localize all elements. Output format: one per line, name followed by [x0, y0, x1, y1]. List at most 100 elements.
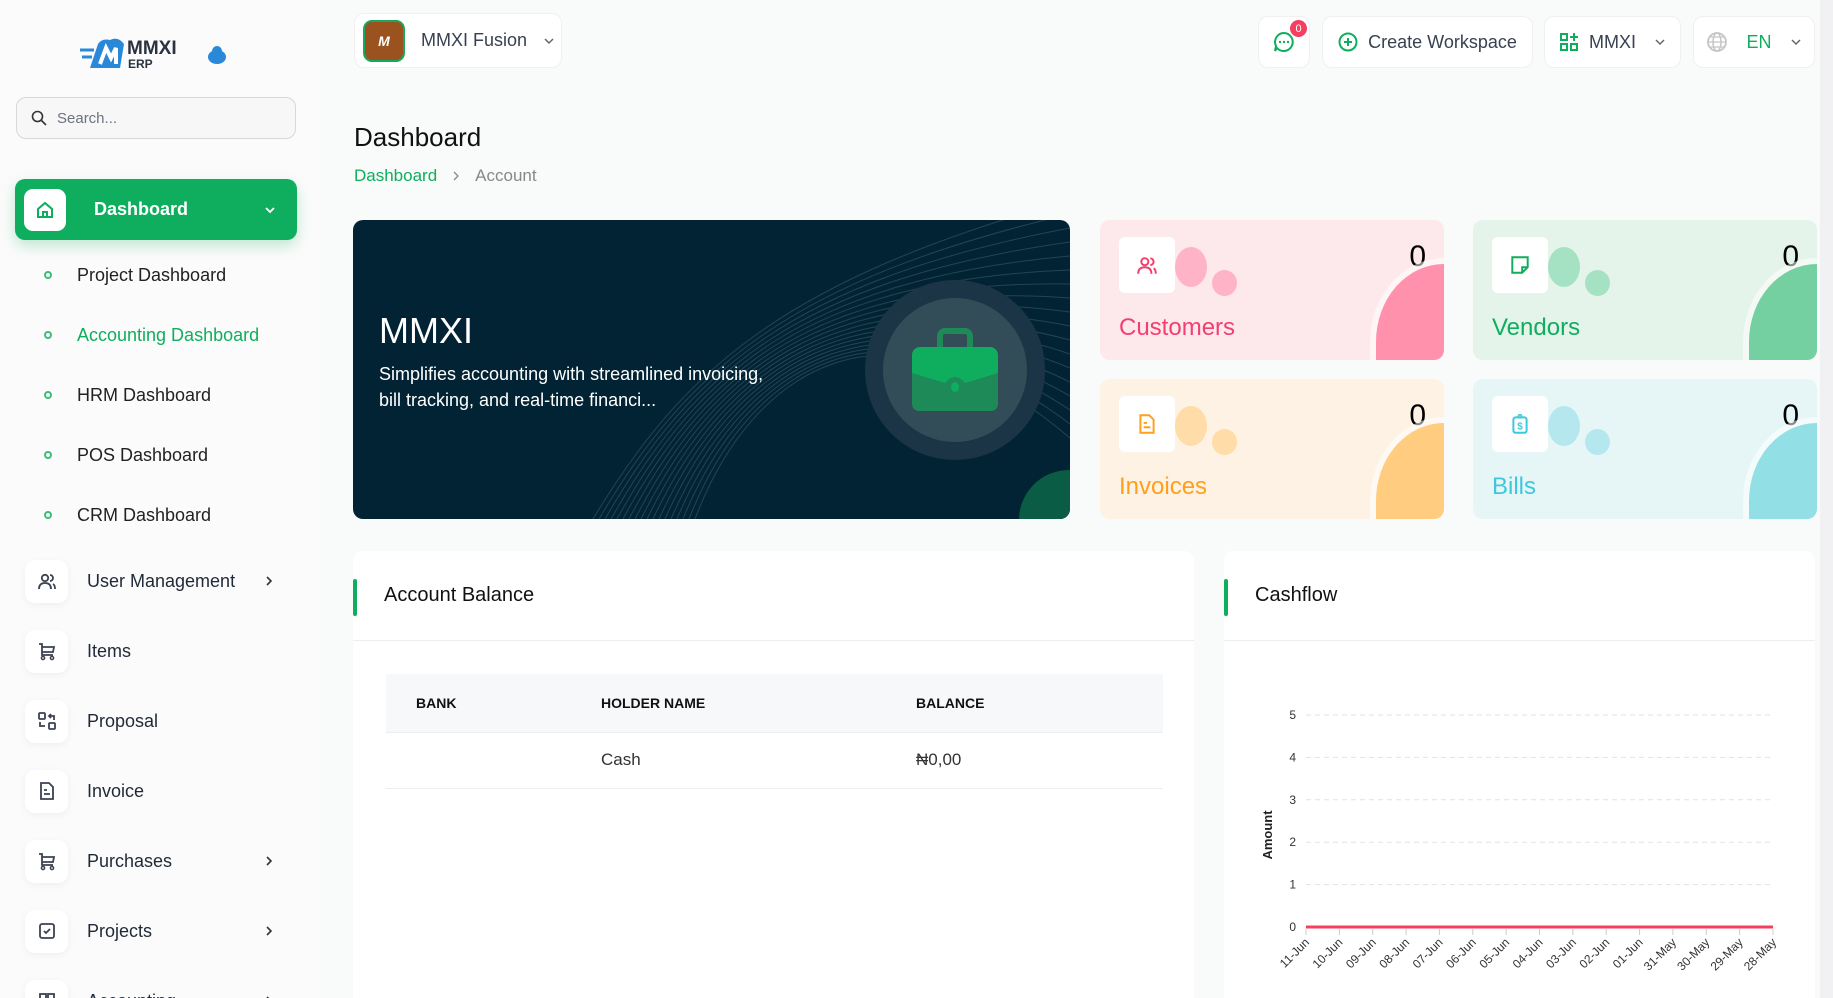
- briefcase-badge: [865, 280, 1045, 460]
- notification-badge: 0: [1290, 20, 1307, 37]
- sidebar-item[interactable]: Projects: [25, 906, 295, 956]
- y-tick-label: 1: [1289, 878, 1296, 892]
- chevron-down-icon: [1655, 39, 1665, 46]
- stat-card-vendors[interactable]: 0 Vendors: [1473, 220, 1817, 360]
- bullet-icon: [44, 511, 52, 519]
- column-header: BALANCE: [916, 694, 985, 711]
- svg-text:$: $: [1517, 422, 1523, 433]
- stat-label: Customers: [1119, 314, 1236, 341]
- y-tick-label: 2: [1289, 835, 1296, 849]
- stat-value: 0: [1409, 240, 1426, 273]
- x-tick-label: 07-Jun: [1410, 935, 1446, 971]
- chevron-down-icon: [544, 37, 554, 44]
- sidebar-item[interactable]: Purchases: [25, 836, 295, 886]
- hero-title: MMXI: [379, 310, 473, 351]
- sidebar-item[interactable]: Invoice: [25, 766, 295, 816]
- chevron-right-icon: [266, 576, 273, 586]
- globe-icon: [1707, 32, 1728, 52]
- sidebar-subitem-label: POS Dashboard: [77, 444, 209, 465]
- sidebar-item[interactable]: User Management: [25, 556, 295, 606]
- grid-icon: [25, 979, 68, 998]
- sidebar-item-dashboard[interactable]: Dashboard: [15, 179, 297, 240]
- chat-icon: [1274, 31, 1294, 52]
- sidebar-item[interactable]: Proposal: [25, 696, 295, 746]
- cashflow-chart: 0 1 2 3 4 5 Amount 11-Jun10-Jun09-Jun08-Jun07-J…: [1260, 708, 1779, 973]
- checkbox-icon: [25, 909, 68, 953]
- page-title: Dashboard: [354, 122, 482, 152]
- stat-value: 0: [1782, 399, 1799, 432]
- column-header: HOLDER NAME: [601, 694, 706, 711]
- y-tick-label: 4: [1289, 750, 1296, 764]
- breadcrumb-link[interactable]: Dashboard: [354, 166, 438, 185]
- file-icon: [25, 769, 68, 813]
- swap-icon: [25, 699, 68, 743]
- y-tick-label: 0: [1289, 920, 1296, 934]
- stat-label: Bills: [1492, 473, 1537, 500]
- bullet-icon: [44, 391, 52, 399]
- sidebar-item-label: Items: [87, 640, 132, 661]
- sidebar-subitem[interactable]: CRM Dashboard: [44, 500, 211, 530]
- messages-button[interactable]: 0: [1258, 16, 1310, 68]
- x-tick-label: 01-Jun: [1610, 935, 1646, 971]
- x-tick-label: 04-Jun: [1510, 935, 1546, 971]
- users-icon: [1119, 237, 1175, 293]
- search-input[interactable]: [57, 109, 277, 127]
- file-icon: [1119, 396, 1175, 452]
- search-icon: [31, 110, 47, 126]
- sidebar-subitem[interactable]: Accounting Dashboard: [44, 320, 259, 350]
- card-title: Cashflow: [1255, 584, 1338, 606]
- sidebar-item[interactable]: Accounting: [25, 976, 295, 998]
- search-box[interactable]: [16, 97, 296, 139]
- x-tick-label: 02-Jun: [1576, 935, 1612, 971]
- column-header: BANK: [416, 694, 457, 711]
- breadcrumb: Dashboard Account: [354, 166, 537, 186]
- x-tick-label: 09-Jun: [1343, 935, 1379, 971]
- create-workspace-button[interactable]: Create Workspace: [1322, 16, 1533, 68]
- note-icon: [1492, 237, 1548, 293]
- y-tick-label: 5: [1289, 708, 1296, 722]
- x-tick-label: 03-Jun: [1543, 935, 1579, 971]
- breadcrumb-current: Account: [475, 166, 537, 185]
- logo-icon: MMXI ERP: [80, 38, 226, 71]
- hero-text: Simplifies accounting with streamlined i…: [379, 364, 764, 410]
- bullet-icon: [44, 451, 52, 459]
- create-workspace-label: Create Workspace: [1368, 31, 1517, 52]
- cart-icon: [25, 629, 68, 673]
- language-selector[interactable]: EN: [1693, 16, 1815, 68]
- x-tick-label: 11-Jun: [1277, 935, 1312, 970]
- stat-card-bills[interactable]: $ 0 Bills: [1473, 379, 1817, 519]
- sidebar-item-label: Purchases: [87, 850, 173, 871]
- logo[interactable]: MMXI ERP: [80, 30, 230, 76]
- sidebar-subitem[interactable]: Project Dashboard: [44, 260, 226, 290]
- table-cell: [386, 732, 601, 788]
- sidebar-item-label: Invoice: [87, 780, 145, 801]
- sidebar-item-label: Proposal: [87, 710, 159, 731]
- stat-card-customers[interactable]: 0 Customers: [1100, 220, 1444, 360]
- sidebar-item-label: User Management: [87, 570, 236, 591]
- sidebar-subitem[interactable]: HRM Dashboard: [44, 380, 211, 410]
- sidebar-item[interactable]: Items: [25, 626, 295, 676]
- stat-label: Invoices: [1119, 473, 1208, 500]
- language-label: EN: [1746, 31, 1772, 52]
- workspace-selector[interactable]: M MMXI Fusion: [354, 13, 562, 68]
- sidebar-subitem-label: Project Dashboard: [77, 264, 227, 285]
- sidebar-subitem-label: CRM Dashboard: [77, 504, 212, 525]
- table-row: Cash ₦0,00: [386, 732, 1163, 788]
- svg-text:ERP: ERP: [128, 57, 153, 71]
- chevron-right-icon: [266, 856, 273, 866]
- clipboard-dollar-icon: $: [1492, 396, 1548, 452]
- home-icon: [24, 188, 66, 231]
- bullet-icon: [44, 331, 52, 339]
- plus-circle-icon: [1338, 32, 1358, 52]
- briefcase-icon: [912, 328, 998, 411]
- scrollbar[interactable]: [1820, 0, 1833, 998]
- x-tick-label: 05-Jun: [1476, 935, 1512, 971]
- x-tick-label: 31-May: [1641, 935, 1679, 973]
- stat-card-invoices[interactable]: 0 Invoices: [1100, 379, 1444, 519]
- stat-value: 0: [1409, 399, 1426, 432]
- sidebar-subitem[interactable]: POS Dashboard: [44, 440, 208, 470]
- y-tick-label: 3: [1289, 793, 1296, 807]
- account-balance-card: Account Balance BANK HOLDER NAME BALANCE C…: [353, 551, 1194, 998]
- table-cell: Cash: [601, 750, 641, 769]
- company-selector[interactable]: MMXI: [1544, 16, 1681, 68]
